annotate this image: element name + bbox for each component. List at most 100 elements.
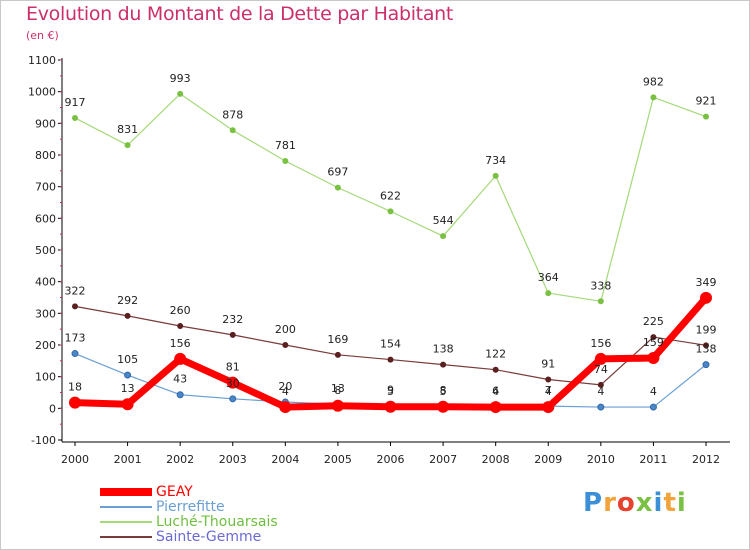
logo-letter: o bbox=[616, 488, 636, 518]
x-tick-label: 2006 bbox=[377, 453, 405, 466]
data-point-geay bbox=[700, 291, 712, 304]
data-point-sainte-gemme bbox=[545, 376, 552, 383]
legend-item-luche-thouarsais: Luché-Thouarsais bbox=[100, 514, 278, 529]
data-label-luch-thouarsais: 734 bbox=[485, 154, 506, 167]
data-point-pierrefitte bbox=[597, 403, 605, 411]
data-point-luch-thouarsais bbox=[177, 90, 184, 97]
data-label-luch-thouarsais: 921 bbox=[696, 95, 717, 108]
legend-swatch bbox=[100, 487, 152, 496]
data-label-luch-thouarsais: 364 bbox=[538, 271, 559, 284]
data-label-pierrefitte: 8 bbox=[440, 384, 447, 397]
data-point-geay bbox=[174, 352, 187, 365]
data-label-luch-thouarsais: 544 bbox=[433, 214, 454, 227]
data-label-pierrefitte: 4 bbox=[597, 385, 604, 398]
data-label-geay: 13 bbox=[121, 382, 135, 395]
data-point-geay bbox=[69, 396, 81, 409]
data-label-pierrefitte: 9 bbox=[387, 383, 394, 396]
data-label-luch-thouarsais: 338 bbox=[590, 279, 611, 292]
legend-swatch bbox=[100, 520, 152, 523]
data-point-pierrefitte bbox=[176, 391, 184, 399]
data-label-luch-thouarsais: 697 bbox=[327, 166, 348, 179]
data-label-sainte-gemme: 122 bbox=[485, 348, 506, 361]
data-point-luch-thouarsais bbox=[334, 184, 341, 191]
data-label-sainte-gemme: 322 bbox=[65, 284, 86, 297]
legend-item-pierrefitte: Pierrefitte bbox=[100, 499, 278, 514]
logo-letter: t bbox=[663, 488, 677, 518]
data-point-sainte-gemme bbox=[597, 381, 604, 388]
y-tick-label: 900 bbox=[35, 117, 56, 130]
data-label-pierrefitte: 6 bbox=[492, 384, 499, 397]
x-tick-label: 2005 bbox=[324, 453, 352, 466]
logo-letter: x bbox=[635, 488, 654, 518]
data-label-pierrefitte: 4 bbox=[650, 385, 657, 398]
data-point-pierrefitte bbox=[649, 403, 657, 411]
data-point-sainte-gemme bbox=[334, 351, 341, 358]
y-tick-label: 500 bbox=[35, 244, 56, 257]
data-point-geay bbox=[489, 401, 502, 414]
data-point-geay bbox=[542, 401, 555, 414]
logo-letter: i bbox=[653, 488, 664, 518]
data-label-sainte-gemme: 260 bbox=[170, 304, 191, 317]
legend: GEAY Pierrefitte Luché-Thouarsais Sainte… bbox=[100, 484, 278, 544]
data-label-geay: 349 bbox=[696, 276, 717, 289]
data-point-geay bbox=[384, 400, 397, 413]
data-point-geay bbox=[121, 398, 134, 411]
data-point-sainte-gemme bbox=[72, 303, 78, 310]
data-label-geay: 5 bbox=[387, 385, 394, 398]
y-tick-label: 1100 bbox=[28, 54, 56, 67]
x-tick-label: 2009 bbox=[534, 453, 562, 466]
data-label-luch-thouarsais: 831 bbox=[117, 123, 138, 136]
data-point-sainte-gemme bbox=[703, 342, 709, 349]
y-tick-label: 100 bbox=[35, 371, 56, 384]
data-point-luch-thouarsais bbox=[492, 172, 499, 179]
data-label-geay: 8 bbox=[334, 384, 341, 397]
data-label-sainte-gemme: 74 bbox=[594, 363, 608, 376]
data-label-sainte-gemme: 232 bbox=[222, 313, 243, 326]
data-point-sainte-gemme bbox=[124, 312, 131, 319]
logo-letter: i bbox=[676, 488, 687, 518]
x-tick-label: 2012 bbox=[692, 453, 720, 466]
data-label-pierrefitte: 138 bbox=[696, 343, 717, 356]
data-label-luch-thouarsais: 917 bbox=[65, 96, 86, 109]
y-tick-label: 400 bbox=[35, 276, 56, 289]
legend-label: Luché-Thouarsais bbox=[156, 513, 278, 530]
y-tick-label: 600 bbox=[35, 212, 56, 225]
data-label-sainte-gemme: 200 bbox=[275, 323, 296, 336]
data-point-luch-thouarsais bbox=[72, 114, 78, 121]
data-label-sainte-gemme: 169 bbox=[327, 333, 348, 346]
data-label-luch-thouarsais: 622 bbox=[380, 189, 401, 202]
data-point-luch-thouarsais bbox=[282, 158, 289, 165]
data-label-luch-thouarsais: 982 bbox=[643, 75, 664, 88]
data-point-luch-thouarsais bbox=[545, 290, 552, 297]
data-point-geay bbox=[331, 399, 344, 412]
data-point-geay bbox=[594, 352, 607, 365]
data-label-sainte-gemme: 138 bbox=[433, 343, 454, 356]
data-label-luch-thouarsais: 993 bbox=[170, 72, 191, 85]
data-point-geay bbox=[647, 351, 660, 364]
y-tick-label: 0 bbox=[49, 402, 56, 415]
data-point-pierrefitte bbox=[71, 350, 79, 358]
data-label-geay: 159 bbox=[643, 336, 664, 349]
legend-swatch bbox=[100, 535, 152, 538]
legend-item-geay: GEAY bbox=[100, 484, 278, 499]
x-tick-label: 2007 bbox=[429, 453, 457, 466]
chart-title: Evolution du Montant de la Dette par Hab… bbox=[26, 3, 454, 25]
x-tick-label: 2004 bbox=[271, 453, 299, 466]
y-tick-label: 1000 bbox=[28, 86, 56, 99]
x-tick-label: 2003 bbox=[219, 453, 247, 466]
data-point-luch-thouarsais bbox=[387, 208, 394, 215]
legend-swatch bbox=[100, 505, 152, 508]
legend-item-sainte-gemme: Sainte-Gemme bbox=[100, 529, 278, 544]
data-label-geay: 156 bbox=[590, 337, 611, 350]
data-point-geay bbox=[279, 401, 292, 414]
data-point-luch-thouarsais bbox=[440, 233, 447, 240]
logo-letter: P bbox=[583, 488, 604, 518]
data-point-pierrefitte bbox=[124, 371, 132, 379]
data-label-geay: 5 bbox=[440, 385, 447, 398]
data-label-pierrefitte: 13 bbox=[331, 382, 345, 395]
data-point-sainte-gemme bbox=[282, 342, 289, 348]
data-point-luch-thouarsais bbox=[597, 298, 604, 305]
data-label-pierrefitte: 105 bbox=[117, 353, 138, 366]
